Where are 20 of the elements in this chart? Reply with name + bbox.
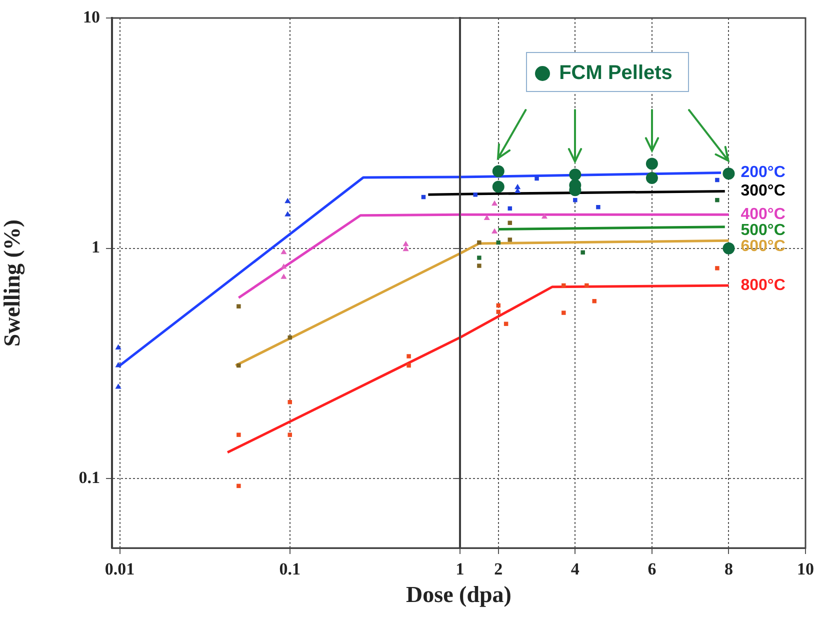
series-label: 800°C <box>740 276 786 294</box>
series-label: 200°C <box>740 164 786 182</box>
x-tick-label: 8 <box>724 560 733 579</box>
x-tick-label: 10 <box>797 560 814 579</box>
y-tick-label: 10 <box>83 7 100 26</box>
series-label: 500°C <box>740 222 786 240</box>
legend-label: FCM Pellets <box>559 62 672 84</box>
series-label: 400°C <box>740 206 786 224</box>
y-tick-label: 0.1 <box>78 468 100 488</box>
x-tick-label: 1 <box>456 560 464 579</box>
x-tick-label: 4 <box>570 560 580 579</box>
x-tick-label: 6 <box>648 560 656 579</box>
y-tick-label: 1 <box>92 238 100 257</box>
y-axis-title: Swelling (%) <box>0 219 26 347</box>
x-tick-label: 0.1 <box>279 560 301 579</box>
series-label: 300°C <box>740 182 786 200</box>
x-axis-title: Dose (dpa) <box>406 582 512 608</box>
series-label: 600°C <box>740 238 786 256</box>
x-tick-label: 0.01 <box>104 560 135 579</box>
x-tick-label: 2 <box>494 560 503 579</box>
